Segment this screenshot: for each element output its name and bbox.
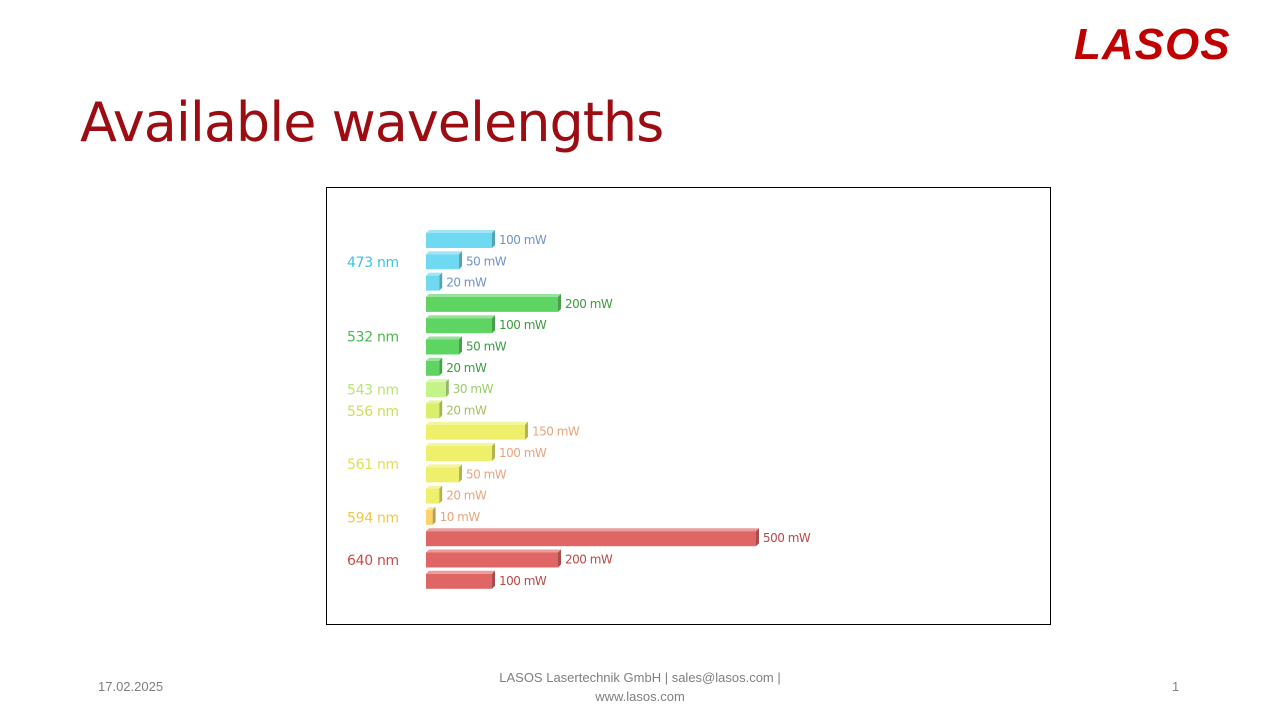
bar-side-1-3 bbox=[439, 357, 443, 376]
footer-page-number: 1 bbox=[1172, 679, 1180, 694]
bar-top-4-3 bbox=[426, 485, 443, 489]
wavelength-chart: 100 mW 50 mW 20 mW 473 nm 200 mW 100 mW 50 mW 2… bbox=[326, 187, 1051, 625]
bar-6-0 bbox=[426, 531, 756, 547]
bar-top-6-0 bbox=[426, 528, 759, 532]
group-label-6: 640 nm bbox=[347, 553, 399, 569]
bar-side-1-0 bbox=[558, 293, 561, 312]
bar-value-label-0-1: 50 mW bbox=[466, 254, 507, 268]
bar-value-label-1-0: 200 mW bbox=[565, 297, 613, 311]
bar-5-0 bbox=[426, 509, 433, 525]
bar-value-label-6-1: 200 mW bbox=[565, 553, 613, 567]
bar-value-label-4-1: 100 mW bbox=[499, 446, 547, 460]
bar-0-1 bbox=[426, 254, 459, 270]
bar-top-6-2 bbox=[426, 570, 495, 574]
bar-1-2 bbox=[426, 339, 459, 355]
bar-value-label-1-3: 20 mW bbox=[446, 361, 487, 375]
bar-side-0-2 bbox=[439, 272, 443, 291]
bar-side-6-1 bbox=[558, 549, 561, 568]
bar-value-label-3-0: 20 mW bbox=[446, 403, 487, 417]
bar-side-4-3 bbox=[439, 485, 443, 504]
bar-side-5-0 bbox=[432, 506, 436, 525]
bar-value-label-1-1: 100 mW bbox=[499, 318, 547, 332]
bar-side-3-0 bbox=[439, 400, 443, 419]
bar-top-0-0 bbox=[426, 230, 495, 233]
bar-side-4-2 bbox=[459, 464, 462, 483]
bar-top-1-3 bbox=[426, 357, 443, 361]
bar-value-label-2-0: 30 mW bbox=[453, 382, 494, 396]
footer-company-line2: www.lasos.com bbox=[595, 689, 685, 704]
group-label-1: 532 nm bbox=[347, 329, 399, 345]
bar-side-0-0 bbox=[492, 230, 495, 248]
chart-canvas: 100 mW 50 mW 20 mW 473 nm 200 mW 100 mW 50 mW 2… bbox=[347, 230, 811, 589]
footer-date: 17.02.2025 bbox=[98, 679, 164, 694]
bar-value-label-0-2: 20 mW bbox=[446, 276, 487, 290]
page-title: Available wavelengths bbox=[80, 91, 664, 154]
bar-side-6-0 bbox=[756, 528, 759, 547]
bar-side-4-1 bbox=[492, 443, 495, 461]
bar-value-label-4-2: 50 mW bbox=[466, 467, 507, 481]
bar-value-label-1-2: 50 mW bbox=[466, 340, 507, 354]
bar-4-3 bbox=[426, 488, 440, 504]
bar-top-6-1 bbox=[426, 549, 561, 553]
group-label-3: 556 nm bbox=[347, 404, 399, 420]
bar-4-2 bbox=[426, 467, 459, 483]
bar-value-label-6-0: 500 mW bbox=[763, 531, 811, 545]
bar-side-6-2 bbox=[492, 570, 495, 589]
bar-6-1 bbox=[426, 552, 558, 568]
bar-side-1-1 bbox=[492, 315, 495, 334]
bar-side-0-1 bbox=[459, 251, 462, 270]
bar-value-label-6-2: 100 mW bbox=[499, 574, 547, 588]
bar-3-0 bbox=[426, 403, 440, 419]
group-label-5: 594 nm bbox=[347, 510, 399, 526]
bar-value-label-4-3: 20 mW bbox=[446, 489, 487, 503]
group-label-4: 561 nm bbox=[347, 457, 399, 473]
group-label-0: 473 nm bbox=[347, 255, 399, 271]
bar-side-2-0 bbox=[445, 379, 449, 398]
bar-top-4-1 bbox=[426, 443, 495, 446]
bar-0-0 bbox=[426, 233, 492, 248]
bar-top-1-1 bbox=[426, 315, 495, 319]
bar-6-2 bbox=[426, 573, 492, 589]
bar-top-2-0 bbox=[426, 379, 449, 383]
footer-company: LASOS Lasertechnik GmbH | sales@lasos.co… bbox=[440, 668, 840, 706]
bar-side-4-0 bbox=[525, 421, 528, 440]
bar-top-4-2 bbox=[426, 464, 462, 468]
bar-4-0 bbox=[426, 424, 525, 440]
bar-1-0 bbox=[426, 296, 558, 312]
bar-0-2 bbox=[426, 275, 440, 291]
bar-top-1-2 bbox=[426, 336, 462, 340]
footer-company-line1: LASOS Lasertechnik GmbH | sales@lasos.co… bbox=[499, 670, 781, 685]
lasos-logo: LASOS bbox=[1074, 20, 1231, 69]
bar-side-1-2 bbox=[459, 336, 462, 355]
bar-4-1 bbox=[426, 446, 492, 461]
bar-1-1 bbox=[426, 318, 492, 334]
bar-value-label-4-0: 150 mW bbox=[532, 425, 580, 439]
bar-top-3-0 bbox=[426, 400, 443, 404]
bar-top-4-0 bbox=[426, 421, 528, 425]
bar-top-0-2 bbox=[426, 272, 443, 276]
group-label-2: 543 nm bbox=[347, 383, 399, 399]
bar-1-3 bbox=[426, 360, 440, 376]
bar-top-0-1 bbox=[426, 251, 462, 255]
bar-value-label-0-0: 100 mW bbox=[499, 233, 547, 247]
bar-value-label-5-0: 10 mW bbox=[440, 510, 481, 524]
bar-2-0 bbox=[426, 382, 446, 398]
bar-top-5-0 bbox=[426, 506, 436, 510]
bar-top-1-0 bbox=[426, 293, 561, 297]
